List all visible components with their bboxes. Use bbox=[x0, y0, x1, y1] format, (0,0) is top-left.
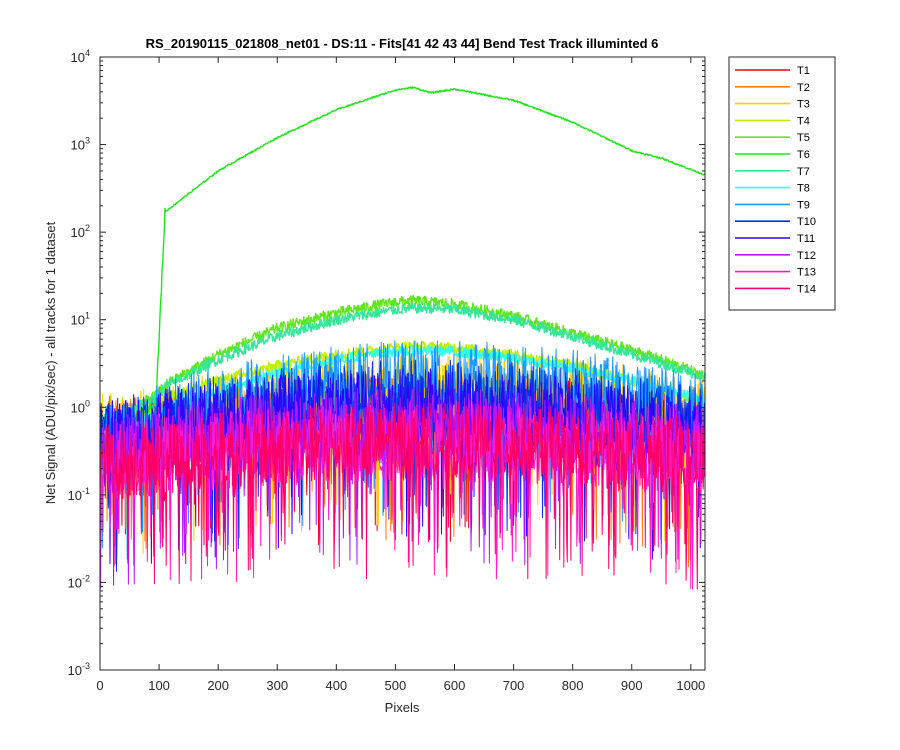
x-tick-label: 400 bbox=[325, 678, 347, 693]
y-tick-label: 10-1 bbox=[68, 486, 90, 503]
y-tick-label: 10-2 bbox=[68, 573, 90, 590]
legend-label: T12 bbox=[797, 250, 816, 262]
x-tick-label: 500 bbox=[385, 678, 407, 693]
legend-items: T1 T2 T3 T4 T5 T6 T7 T8 T9 T10 T11 T12 T13 T14 bbox=[735, 65, 816, 295]
series-line-t13 bbox=[99, 402, 706, 590]
series-line-t7 bbox=[99, 302, 706, 425]
y-axis-label: Net Signal (ADU/pix/sec) - all tracks fo… bbox=[43, 221, 58, 504]
chart-title: RS_20190115_021808_net01 - DS:11 - Fits[… bbox=[146, 36, 659, 51]
y-tick-label: 101 bbox=[71, 311, 90, 328]
legend-label: T1 bbox=[797, 65, 810, 77]
legend-label: T3 bbox=[797, 99, 810, 111]
x-tick-label: 700 bbox=[503, 678, 525, 693]
legend-box bbox=[728, 56, 836, 311]
legend-label: T7 bbox=[797, 166, 810, 178]
axes-frame bbox=[99, 56, 706, 671]
x-tick-label: 200 bbox=[207, 678, 229, 693]
x-tick-label: 900 bbox=[621, 678, 643, 693]
legend-label: T10 bbox=[797, 216, 816, 228]
x-tick-label: 0 bbox=[96, 678, 103, 693]
legend-label: T6 bbox=[797, 149, 810, 161]
plot-area: 0 100 200 300 400 500 600 700 800 900 1000 10-310-… bbox=[68, 48, 706, 693]
legend: T1 T2 T3 T4 T5 T6 T7 T8 T9 T10 T11 T12 T13 T14 bbox=[728, 56, 836, 311]
y-tick-label: 102 bbox=[71, 223, 90, 240]
x-tick-label: 100 bbox=[148, 678, 170, 693]
legend-label: T9 bbox=[797, 199, 810, 211]
x-tick-label: 1000 bbox=[676, 678, 705, 693]
y-tick-label: 103 bbox=[71, 136, 90, 153]
legend-label: T8 bbox=[797, 183, 810, 195]
series-layer bbox=[99, 86, 706, 590]
x-tick-label: 600 bbox=[444, 678, 466, 693]
legend-label: T11 bbox=[797, 233, 815, 245]
x-tick-label: 800 bbox=[562, 678, 584, 693]
series-line-t6 bbox=[99, 86, 706, 448]
y-tick-label: 104 bbox=[71, 48, 90, 65]
y-tick-label: 100 bbox=[71, 398, 90, 415]
series-line-t14 bbox=[99, 402, 706, 590]
legend-label: T5 bbox=[797, 132, 810, 144]
legend-label: T4 bbox=[797, 115, 810, 127]
legend-label: T13 bbox=[797, 267, 816, 279]
y-ticks: 10-3 10-2 10-1 100 101 102 103 104 bbox=[68, 48, 705, 678]
y-tick-label: 10-3 bbox=[68, 661, 90, 678]
legend-label: T14 bbox=[797, 283, 816, 295]
x-axis-label: Pixels bbox=[385, 700, 420, 715]
legend-label: T2 bbox=[797, 82, 810, 94]
series-line-t5 bbox=[99, 294, 706, 431]
x-tick-label: 300 bbox=[266, 678, 288, 693]
x-ticks: 0 100 200 300 400 500 600 700 800 900 1000 bbox=[96, 57, 705, 693]
